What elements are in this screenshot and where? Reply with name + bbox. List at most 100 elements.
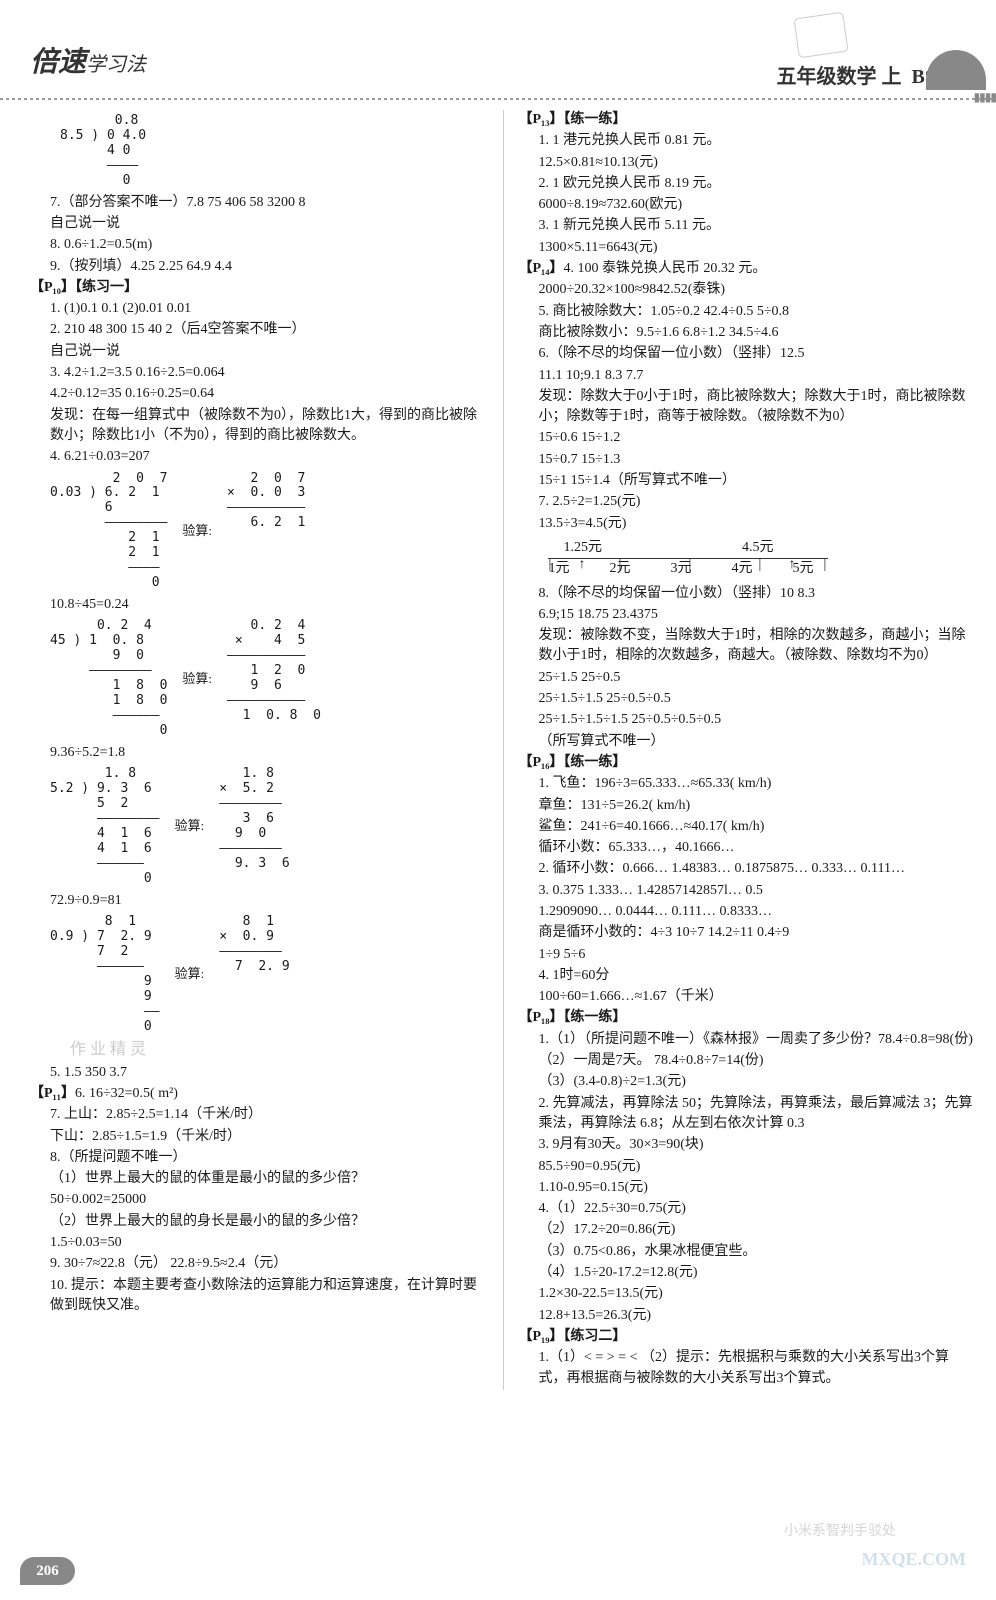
answer-line: 12.5×0.81≈10.13(元) [518,153,976,173]
answer-line: （2）一周是7天。 78.4÷0.8÷7=14(份) [518,1051,976,1071]
answer-line: （3）(3.4-0.8)÷2=1.3(元) [518,1072,976,1092]
section-p19: 【P₁₉】【练习二】 [518,1327,976,1347]
answer-line: 发现：在每一组算式中（被除数不为0），除数比1大，得到的商比被除数小；除数比1小… [30,406,488,447]
page-header: 倍速学习法 五年级数学 上 BS ▮▮▮▮ [0,0,996,100]
answer-line: 1.10-0.95=0.15(元) [518,1178,976,1198]
answer-line: 1.2909090… 0.0444… 0.111… 0.8333… [518,902,976,922]
answer-line: 9.36÷5.2=1.8 [30,743,488,763]
answer-line: 2. 210 48 300 15 40 2（后4空答案不唯一） [30,320,488,340]
answer-line: （2）17.2÷20=0.86(元) [518,1220,976,1240]
watermark-inline: 作 业 精 灵 [30,1038,488,1061]
long-division-4: 1. 8 5.2 ) 9. 3 6 5 2 ———————— 4 1 6 4 1… [50,767,160,887]
answer-line: 发现：被除数不变，当除数大于1时，相除的次数越多，商越小；当除数小于1时，相除的… [518,626,976,667]
answer-line: 5. 商比被除数大：1.05÷0.2 42.4÷0.5 5÷0.8 [518,302,976,322]
answer-line: 7. 2.5÷2=1.25(元) [518,492,976,512]
number-line: 1.25元 4.5元 | ↑ | | | ↑ | 1元 2元 3元 4元 5元 [548,538,976,580]
answer-line: 商是循环小数的：4÷3 10÷7 14.2÷11 0.4÷9 [518,923,976,943]
calc-with-verify: 1. 8 5.2 ) 9. 3 6 5 2 ———————— 4 1 6 4 1… [50,767,488,887]
verify-label: 验算: [182,522,212,541]
answer-line: 3. 9月有30天。30×3=90(块) [518,1135,976,1155]
answer-line: 7. 上山：2.85÷2.5=1.14（千米/时） [30,1105,488,1125]
section-p10: 【P₁₀】【练习一】 [30,278,488,298]
calc-with-verify: 2 0 7 0.03 ) 6. 2 1 6 ———————— 2 1 2 1 —… [50,472,488,592]
stamp-decoration [793,12,848,59]
logo-main: 倍速 [30,47,86,78]
long-division-1: 0.8 8.5 ) 0 4.0 4 0 ———— 0 [60,114,488,189]
column-divider [503,110,504,1390]
answer-line: 1.（1）（所提问题不唯一）《森林报》一周卖了多少份？78.4÷0.8=98(份… [518,1030,976,1050]
answer-line: 85.5÷90=0.95(元) [518,1157,976,1177]
answer-line: 4.2÷0.12=35 0.16÷0.25=0.64 [30,384,488,404]
answer-line: 12.8+13.5=26.3(元) [518,1306,976,1326]
answer-line: 循环小数：65.333…，40.1666… [518,838,976,858]
answer-line: 2. 先算减法，再算除法 50；先算除法，再算乘法，最后算减法 3；先算乘法，再… [518,1094,976,1135]
answer-line: 4. 6.21÷0.03=207 [30,447,488,467]
answer-line: 1. 飞鱼：196÷3=65.333…≈65.33( km/h) [518,774,976,794]
answer-line: 10.8÷45=0.24 [30,595,488,615]
long-division-3: 0. 2 4 45 ) 1 0. 8 9 0 ———————— 1 8 0 1 … [50,619,167,739]
answer-line: 11.1 10;9.1 8.3 7.7 [518,366,976,386]
answer-line: 1. 1 港元兑换人民币 0.81 元。 [518,131,976,151]
answer-line: 商比被除数小：9.5÷1.6 6.8÷1.2 34.5÷4.6 [518,323,976,343]
answer-line: 鲨鱼：241÷6=40.1666…≈40.17( km/h) [518,817,976,837]
answer-line: （3）0.75<0.86，水果冰棍便宜些。 [518,1242,976,1262]
answer-line: 100÷60=1.666…≈1.67（千米） [518,987,976,1007]
answer-line: 1.2×30-22.5=13.5(元) [518,1284,976,1304]
answer-line: 8.（除不尽的均保留一位小数）（竖排）10 8.3 [518,584,976,604]
multiplication-verify: 1. 8 × 5. 2 ———————— 3 6 9 0 ———————— 9.… [219,767,289,872]
answer-line: 1.（1）< = > = < （2）提示：先根据积与乘数的大小关系写出3个算式，… [518,1348,976,1389]
answer-line: 9.（按列填）4.25 2.25 64.9 4.4 [30,257,488,277]
header-subject: 五年级数学 上 BS [777,60,936,89]
calc-with-verify: 0. 2 4 45 ) 1 0. 8 9 0 ———————— 1 8 0 1 … [50,619,488,739]
answer-line: 发现：除数大于0小于1时，商比被除数大；除数大于1时，商比被除数小；除数等于1时… [518,387,976,428]
left-column: 0.8 8.5 ) 0 4.0 4 0 ———— 0 7.（部分答案不唯一）7.… [30,110,488,1390]
answer-line: （1）世界上最大的鼠的体重是最小的鼠的多少倍？ [30,1169,488,1189]
answer-line: 自己说一说 [30,214,488,234]
answer-line: （所写算式不唯一） [518,732,976,752]
header-rule [0,98,996,100]
section-p18: 【P₁₈】【练一练】 [518,1008,976,1028]
answer-line: 8. 0.6÷1.2=0.5(m) [30,235,488,255]
logo: 倍速学习法 [30,40,146,80]
watermark-logo: MXQE.COM [862,1549,966,1570]
calc-with-verify: 8 1 0.9 ) 7 2. 9 7 2 —————— 9 9 —— 0 验算:… [50,915,488,1035]
answer-line: 4. 1时=60分 [518,966,976,986]
answer-line: 3. 1 新元兑换人民币 5.11 元。 [518,216,976,236]
answer-line: 25÷1.5 25÷0.5 [518,668,976,688]
verify-label: 验算: [182,670,212,689]
answer-line: 9. 30÷7≈22.8（元） 22.8÷9.5≈2.4（元） [30,1254,488,1274]
answer-line: 2. 1 欧元兑换人民币 8.19 元。 [518,174,976,194]
answer-line: 8.（所提问题不唯一） [30,1148,488,1168]
answer-line: 72.9÷0.9=81 [30,891,488,911]
multiplication-verify: 0. 2 4 × 4 5 —————————— 1 2 0 9 6 ——————… [227,619,321,724]
answer-line: 6000÷8.19≈732.60(欧元) [518,195,976,215]
answer-line: 7.（部分答案不唯一）7.8 75 406 58 3200 8 [30,193,488,213]
answer-line: 自己说一说 [30,342,488,362]
long-division-2: 2 0 7 0.03 ) 6. 2 1 6 ———————— 2 1 2 1 —… [50,472,167,592]
section-p11: 【P₁₁】6. 16÷32=0.5( m²) [30,1084,488,1104]
content-area: 0.8 8.5 ) 0 4.0 4 0 ———— 0 7.（部分答案不唯一）7.… [0,100,996,1400]
section-p14: 【P₁₄】4. 100 泰铢兑换人民币 20.32 元。 [518,259,976,279]
answer-line: 50÷0.002=25000 [30,1190,488,1210]
multiplication-verify: 8 1 × 0. 9 ———————— 7 2. 9 [219,915,289,975]
multiplication-verify: 2 0 7 × 0. 0 3 —————————— 6. 2 1 [227,472,305,532]
header-dome-icon [926,50,986,90]
long-division-5: 8 1 0.9 ) 7 2. 9 7 2 —————— 9 9 —— 0 [50,915,160,1035]
answer-line: 15÷0.7 15÷1.3 [518,450,976,470]
verify-label: 验算: [175,817,205,836]
section-p13: 【P₁₃】【练一练】 [518,110,976,130]
answer-line: 2000÷20.32×100≈9842.52(泰铢) [518,280,976,300]
answer-line: 10. 提示：本题主要考查小数除法的运算能力和运算速度，在计算时要做到既快又准。 [30,1276,488,1317]
answer-line: 1300×5.11=6643(元) [518,238,976,258]
answer-line: 6.（除不尽的均保留一位小数）（竖排）12.5 [518,344,976,364]
answer-line: （2）世界上最大的鼠的身长是最小的鼠的多少倍？ [30,1212,488,1232]
page-number: 206 [20,1557,75,1585]
right-column: 【P₁₃】【练一练】 1. 1 港元兑换人民币 0.81 元。 12.5×0.8… [518,110,976,1390]
verify-label: 验算: [175,965,205,984]
answer-line: （4）1.5÷20-17.2=12.8(元) [518,1263,976,1283]
answer-line: 15÷0.6 15÷1.2 [518,428,976,448]
answer-line: 下山：2.85÷1.5=1.9（千米/时） [30,1127,488,1147]
answer-line: 3. 4.2÷1.2=3.5 0.16÷2.5=0.064 [30,363,488,383]
answer-line: 25÷1.5÷1.5÷1.5 25÷0.5÷0.5÷0.5 [518,710,976,730]
section-p16: 【P₁₆】【练一练】 [518,753,976,773]
